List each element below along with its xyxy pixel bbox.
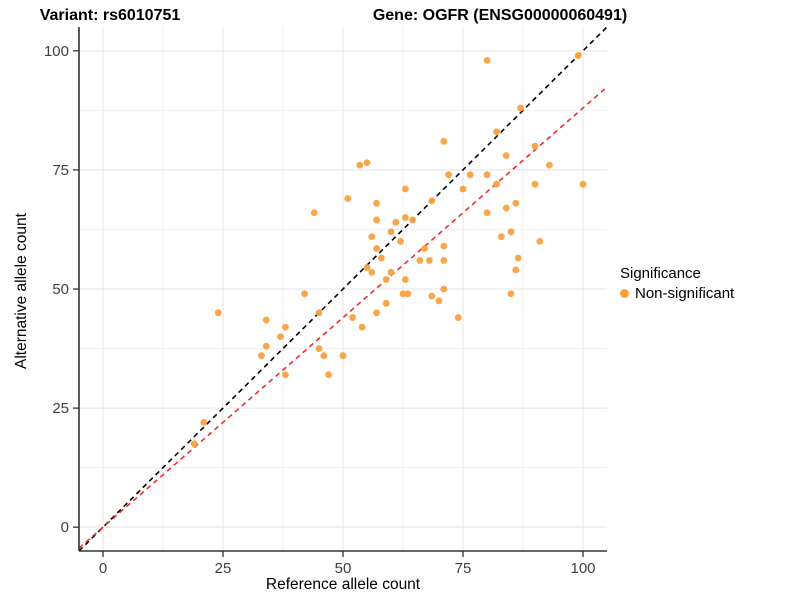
x-tick-label: 50 <box>335 560 352 577</box>
data-point <box>282 371 289 379</box>
data-point <box>440 285 448 293</box>
identity-line <box>79 27 607 551</box>
data-point <box>397 237 404 245</box>
data-point <box>454 314 462 321</box>
data-point <box>493 180 500 188</box>
data-point <box>315 345 323 352</box>
data-point <box>409 216 416 224</box>
data-point <box>399 290 407 298</box>
plot-title-gene: Gene: OGFR (ENSG00000060491) <box>372 7 628 24</box>
data-point <box>466 171 474 179</box>
data-point <box>483 171 491 179</box>
data-point <box>428 292 436 300</box>
plot-title-variant: Variant: rs6010751 <box>39 7 181 24</box>
data-point <box>517 104 524 112</box>
x-tick-label: 75 <box>455 560 472 577</box>
legend: Significance Non-significant <box>620 265 734 302</box>
data-point <box>387 228 395 236</box>
y-tick-label: 25 <box>52 400 69 417</box>
data-point <box>349 314 356 321</box>
y-tick-label: 50 <box>52 281 69 298</box>
data-point <box>402 214 409 221</box>
data-point <box>315 309 323 317</box>
data-point <box>363 159 371 167</box>
data-point <box>373 309 380 317</box>
data-point <box>382 276 390 283</box>
data-point <box>440 257 448 264</box>
legend-item-label: Non-significant <box>635 285 735 302</box>
data-point <box>512 199 520 207</box>
legend-point-icon <box>620 289 629 298</box>
data-point <box>325 371 332 379</box>
data-point <box>445 171 452 179</box>
data-point <box>214 309 222 317</box>
data-point <box>493 128 500 136</box>
data-point <box>301 290 308 298</box>
data-point <box>574 52 582 59</box>
data-point <box>435 297 443 305</box>
data-point <box>344 195 352 202</box>
data-point <box>531 180 539 188</box>
data-point <box>404 290 412 298</box>
data-point <box>507 228 515 236</box>
data-point <box>262 342 270 350</box>
data-point <box>498 233 505 241</box>
data-point <box>402 185 409 193</box>
data-point <box>483 56 491 64</box>
data-point <box>507 290 515 298</box>
data-point <box>277 333 284 341</box>
legend-item-non-significant: Non-significant <box>620 285 734 302</box>
data-point <box>373 199 380 207</box>
data-point <box>282 323 289 331</box>
y-axis-title: Alternative allele count <box>13 213 30 369</box>
data-point <box>531 142 539 150</box>
data-point <box>373 245 380 252</box>
data-point <box>339 352 347 360</box>
data-point <box>262 316 270 324</box>
data-point <box>200 418 208 426</box>
data-point <box>416 257 424 264</box>
data-point <box>512 266 520 274</box>
data-point <box>258 352 265 360</box>
data-point <box>190 440 198 448</box>
data-point <box>382 299 390 307</box>
data-point <box>459 185 467 193</box>
data-point <box>402 276 409 283</box>
data-point <box>426 257 433 264</box>
y-tick-label: 100 <box>44 43 69 60</box>
data-point <box>368 268 376 276</box>
data-point <box>356 161 364 169</box>
data-point <box>440 137 448 145</box>
data-point <box>502 152 510 160</box>
y-tick-label: 75 <box>52 162 69 179</box>
y-tick-label: 0 <box>61 519 69 536</box>
data-point <box>378 254 385 262</box>
data-point <box>514 254 522 262</box>
data-point <box>579 180 587 188</box>
data-point <box>502 204 510 212</box>
data-point <box>363 264 371 271</box>
legend-title: Significance <box>620 265 701 282</box>
data-point <box>536 237 544 245</box>
x-tick-label: 0 <box>99 560 107 577</box>
x-axis-title: Reference allele count <box>265 576 421 593</box>
data-point <box>320 352 328 360</box>
data-point <box>358 323 366 331</box>
data-point <box>387 268 395 276</box>
data-point <box>483 209 491 217</box>
data-point <box>428 197 436 205</box>
x-tick-label: 100 <box>570 560 595 577</box>
data-point <box>546 161 553 169</box>
data-point <box>392 218 400 226</box>
data-point <box>373 216 380 224</box>
data-point <box>310 209 318 217</box>
data-point <box>440 242 448 250</box>
data-point <box>421 245 428 252</box>
x-tick-label: 25 <box>215 560 232 577</box>
data-point <box>368 233 376 241</box>
